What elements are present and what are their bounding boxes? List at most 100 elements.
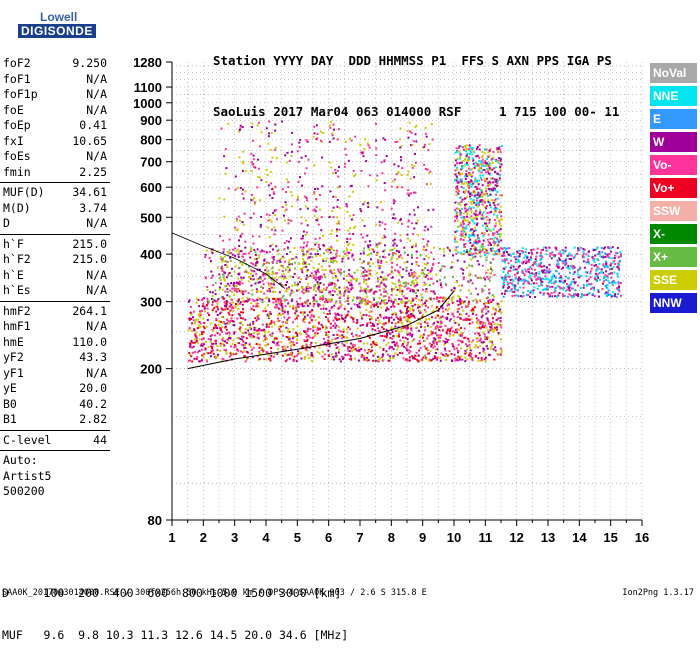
echo-point — [467, 183, 469, 185]
echo-point — [447, 355, 449, 357]
echo-point — [219, 288, 221, 290]
echo-point — [410, 346, 412, 348]
echo-point — [396, 335, 398, 337]
echo-point — [481, 192, 483, 194]
echo-point — [270, 351, 272, 353]
echo-point — [360, 325, 362, 327]
echo-point — [337, 337, 339, 339]
echo-point — [247, 297, 249, 299]
echo-point — [297, 199, 299, 201]
echo-point — [302, 305, 304, 307]
echo-point — [274, 214, 276, 216]
echo-point — [411, 164, 413, 166]
echo-point — [263, 293, 265, 295]
echo-point — [338, 287, 340, 289]
echo-point — [238, 273, 240, 275]
echo-point — [411, 246, 413, 248]
echo-point — [314, 188, 316, 190]
echo-point — [418, 299, 420, 301]
echo-point — [613, 266, 615, 268]
echo-point — [407, 193, 409, 195]
echo-point — [464, 353, 466, 355]
echo-point — [502, 271, 504, 273]
echo-point — [332, 325, 334, 327]
echo-point — [508, 286, 510, 288]
echo-point — [525, 270, 527, 272]
echo-point — [250, 302, 252, 304]
echo-point — [230, 282, 232, 284]
echo-point — [211, 304, 213, 306]
echo-point — [488, 163, 490, 165]
echo-point — [415, 222, 417, 224]
echo-point — [494, 329, 496, 331]
echo-point — [612, 283, 614, 285]
echo-point — [333, 305, 335, 307]
echo-point — [498, 211, 500, 213]
echo-point — [247, 352, 249, 354]
echo-point — [271, 157, 273, 159]
echo-point — [435, 274, 437, 276]
echo-point — [303, 253, 305, 255]
echo-point — [263, 251, 265, 253]
echo-point — [424, 267, 426, 269]
echo-point — [508, 270, 510, 272]
echo-point — [322, 269, 324, 271]
echo-point — [461, 179, 463, 181]
echo-point — [389, 337, 391, 339]
echo-point — [495, 198, 497, 200]
echo-point — [469, 352, 471, 354]
echo-point — [508, 262, 510, 264]
echo-point — [305, 234, 307, 236]
echo-point — [257, 291, 259, 293]
echo-point — [271, 132, 273, 134]
echo-point — [308, 357, 310, 359]
echo-point — [486, 337, 488, 339]
echo-point — [430, 278, 432, 280]
echo-point — [304, 316, 306, 318]
echo-point — [273, 259, 275, 261]
echo-point — [372, 360, 374, 362]
echo-point — [362, 324, 364, 326]
echo-point — [317, 250, 319, 252]
echo-point — [382, 353, 384, 355]
echo-point — [236, 318, 238, 320]
echo-point — [353, 227, 355, 229]
echo-point — [613, 281, 615, 283]
echo-point — [349, 227, 351, 229]
echo-point — [469, 273, 471, 275]
echo-point — [483, 303, 485, 305]
echo-point — [249, 327, 251, 329]
echo-point — [342, 258, 344, 260]
echo-point — [305, 205, 307, 207]
echo-point — [302, 237, 304, 239]
echo-point — [506, 251, 508, 253]
echo-point — [191, 322, 193, 324]
echo-point — [477, 357, 479, 359]
echo-point — [356, 350, 358, 352]
echo-point — [370, 325, 372, 327]
echo-point — [330, 121, 332, 123]
echo-point — [557, 263, 559, 265]
echo-point — [488, 354, 490, 356]
echo-point — [445, 338, 447, 340]
echo-point — [312, 330, 314, 332]
echo-point — [287, 313, 289, 315]
echo-point — [243, 277, 245, 279]
echo-point — [227, 251, 229, 253]
echo-point — [468, 172, 470, 174]
echo-point — [306, 301, 308, 303]
echo-point — [377, 317, 379, 319]
echo-point — [588, 250, 590, 252]
echo-point — [468, 301, 470, 303]
echo-point — [548, 279, 550, 281]
echo-point — [276, 157, 278, 159]
echo-point — [602, 283, 604, 285]
echo-point — [257, 337, 259, 339]
echo-point — [500, 225, 502, 227]
echo-point — [532, 292, 534, 294]
echo-point — [207, 346, 209, 348]
echo-point — [537, 248, 539, 250]
echo-point — [391, 262, 393, 264]
echo-point — [502, 286, 504, 288]
echo-point — [457, 260, 459, 262]
